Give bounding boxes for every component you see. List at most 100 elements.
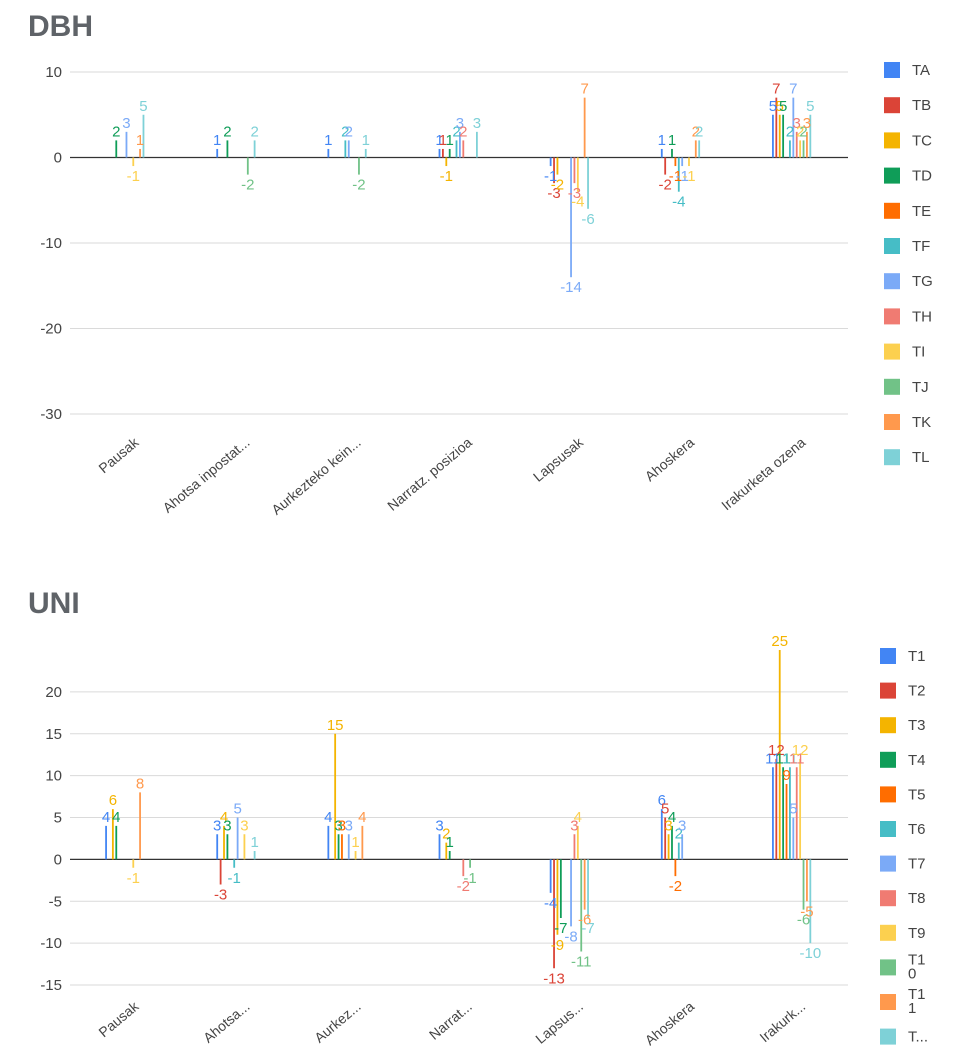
uni-category-label: Narrat... (426, 998, 475, 1043)
dbh-bar (775, 97, 778, 158)
uni-bar (111, 809, 114, 860)
uni-y-tick-label: 0 (54, 851, 62, 868)
uni-data-label: 3 (223, 817, 231, 834)
dbh-y-tick-label: 10 (45, 64, 62, 81)
uni-legend-swatch (880, 890, 896, 907)
uni-bar (576, 825, 579, 860)
dbh-data-label: 5 (806, 98, 814, 115)
dbh-y-tick-label: 0 (54, 150, 62, 167)
dbh-bar (246, 157, 249, 175)
uni-bar (789, 767, 791, 860)
uni-y-tick-label: 20 (45, 684, 62, 701)
uni-data-label: 4 (358, 809, 366, 826)
uni-bar (583, 859, 586, 910)
uni-data-label: 15 (327, 717, 344, 734)
dbh-legend-swatch (884, 308, 900, 325)
uni-data-label: -7 (581, 920, 594, 937)
uni-y-tick-label: 5 (54, 810, 62, 827)
dbh-data-label: 1 (658, 132, 666, 149)
dbh-data-label: 7 (580, 81, 588, 98)
dbh-bar (556, 157, 559, 175)
uni-legend-label: T9 (908, 925, 926, 942)
uni-data-label: -11 (571, 954, 592, 971)
dbh-bar (226, 140, 229, 158)
uni-bar (667, 834, 670, 860)
dbh-legend: TA TB TC TD TE TF TG TH TI TJ TK TL (884, 62, 933, 466)
uni-data-label: 12 (792, 742, 809, 759)
uni-data-label: -7 (554, 920, 567, 937)
uni-data-label: 6 (658, 792, 666, 809)
uni-x-axis: Pausak Ahotsa... Aurkez... Narrat... Lapsus.… (95, 997, 808, 1048)
uni-bar (802, 859, 805, 910)
uni-bar (782, 767, 785, 860)
dbh-data-label: 2 (692, 123, 700, 140)
dbh-legend-label: TD (912, 168, 932, 185)
uni-bar (462, 859, 465, 877)
dbh-bar (587, 157, 589, 209)
uni-data-label: 1 (250, 834, 258, 851)
dbh-data-label: -14 (560, 279, 582, 296)
dbh-data-label: 1 (435, 132, 443, 149)
uni-data-label: -10 (799, 945, 821, 962)
dbh-bar (459, 131, 461, 158)
dbh-data-label: -4 (571, 194, 584, 211)
dbh-bar (125, 131, 128, 158)
uni-gridlines (70, 691, 848, 986)
dbh-legend-label: TE (912, 203, 931, 220)
dbh-category-label: Ahoskera (642, 434, 698, 484)
dbh-legend-label: TG (912, 273, 933, 290)
dbh-data-label: 2 (695, 123, 703, 140)
dbh-bar (809, 114, 812, 158)
dbh-data-label: -4 (672, 194, 685, 211)
dbh-bar (445, 157, 448, 167)
dbh-legend-label: TI (912, 344, 925, 361)
dbh-category-label: Aurkezteko kein... (268, 434, 364, 518)
dbh-chart-title: DBH (28, 10, 93, 43)
uni-bar (664, 817, 667, 860)
dbh-category-label: Ahotsa inpostat... (159, 434, 252, 516)
uni-bar (587, 859, 589, 918)
uni-bar (132, 859, 135, 868)
uni-bar (559, 859, 562, 918)
uni-bar (806, 859, 808, 902)
uni-data-label: -2 (457, 878, 470, 895)
dbh-category-label: Pausak (95, 433, 142, 476)
uni-bar (469, 859, 471, 868)
dbh-data-label: -1 (544, 168, 557, 185)
dbh-legend-label: TL (912, 449, 930, 466)
uni-bar (341, 834, 343, 860)
uni-data-label: 3 (334, 817, 342, 834)
uni-data-label: 1 (351, 834, 359, 851)
uni-data-label: 3 (345, 817, 353, 834)
uni-bar (448, 851, 451, 860)
uni-data-label: 3 (570, 817, 578, 834)
uni-legend-swatch (880, 717, 896, 734)
dbh-data-label: 5 (139, 98, 147, 115)
uni-data-label: 9 (782, 767, 790, 784)
uni-bar (570, 859, 572, 927)
dbh-bar (142, 114, 145, 158)
uni-bar (334, 733, 337, 860)
uni-data-label: -6 (578, 912, 591, 929)
dbh-legend-label: TF (912, 238, 930, 255)
dbh-legend-swatch (884, 378, 900, 395)
dbh-data-label: -1 (682, 168, 695, 185)
uni-bar (223, 825, 225, 860)
dbh-data-label: 1 (136, 132, 144, 149)
dbh-bar (139, 148, 141, 158)
uni-data-label: -4 (544, 895, 557, 912)
uni-legend-swatch (880, 648, 896, 664)
dbh-gridlines (70, 71, 848, 415)
uni-data-label: 5 (789, 801, 797, 818)
uni-bar (660, 809, 663, 860)
dbh-bar (476, 131, 478, 158)
dbh-legend-swatch (884, 167, 900, 184)
dbh-data-label: 3 (473, 115, 481, 132)
uni-data-label: -1 (463, 870, 476, 887)
dbh-data-label: 2 (345, 123, 353, 140)
uni-bar (105, 825, 107, 860)
dbh-data-label: 5 (776, 98, 784, 115)
uni-data-label: 1 (446, 834, 454, 851)
uni-bar (778, 650, 781, 860)
dbh-bar (448, 148, 451, 158)
